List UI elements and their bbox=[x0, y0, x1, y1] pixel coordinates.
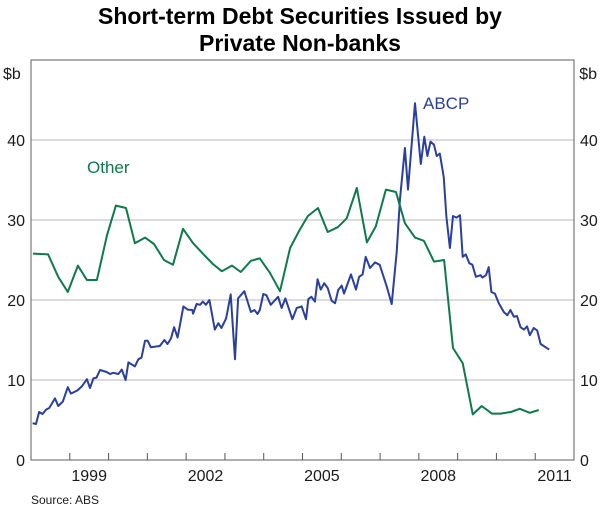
x-tick-label: 2002 bbox=[188, 468, 224, 485]
source-note: Source: ABS bbox=[31, 493, 99, 507]
x-tick-label: 1999 bbox=[71, 468, 107, 485]
y-tick-label-left: 30 bbox=[7, 213, 25, 230]
plot-frame bbox=[30, 59, 575, 461]
y-tick-label-right: 0 bbox=[580, 453, 589, 470]
x-tick-label: 2005 bbox=[304, 468, 340, 485]
y-axis-unit-left: $b bbox=[3, 66, 21, 83]
x-tick-label: 2011 bbox=[537, 468, 572, 485]
y-tick-label-right: 40 bbox=[580, 133, 598, 150]
y-tick-label-left: 40 bbox=[7, 133, 25, 150]
chart-title-line-2: Private Non-banks bbox=[199, 30, 401, 56]
series-label-other: Other bbox=[87, 158, 130, 177]
y-axis-unit-right: $b bbox=[579, 66, 597, 83]
y-tick-label-right: 30 bbox=[580, 213, 598, 230]
chart-title-line-1: Short-term Debt Securities Issued by bbox=[98, 3, 502, 29]
series-line-abcp bbox=[32, 102, 550, 425]
series-line-other bbox=[32, 187, 540, 416]
y-tick-label-left: 0 bbox=[16, 453, 25, 470]
y-tick-label-left: 20 bbox=[7, 293, 25, 310]
y-tick-label-left: 10 bbox=[7, 373, 25, 390]
y-tick-label-right: 20 bbox=[580, 293, 598, 310]
series-label-abcp: ABCP bbox=[423, 94, 469, 113]
x-tick-label: 2008 bbox=[420, 468, 456, 485]
y-tick-label-right: 10 bbox=[580, 373, 598, 390]
